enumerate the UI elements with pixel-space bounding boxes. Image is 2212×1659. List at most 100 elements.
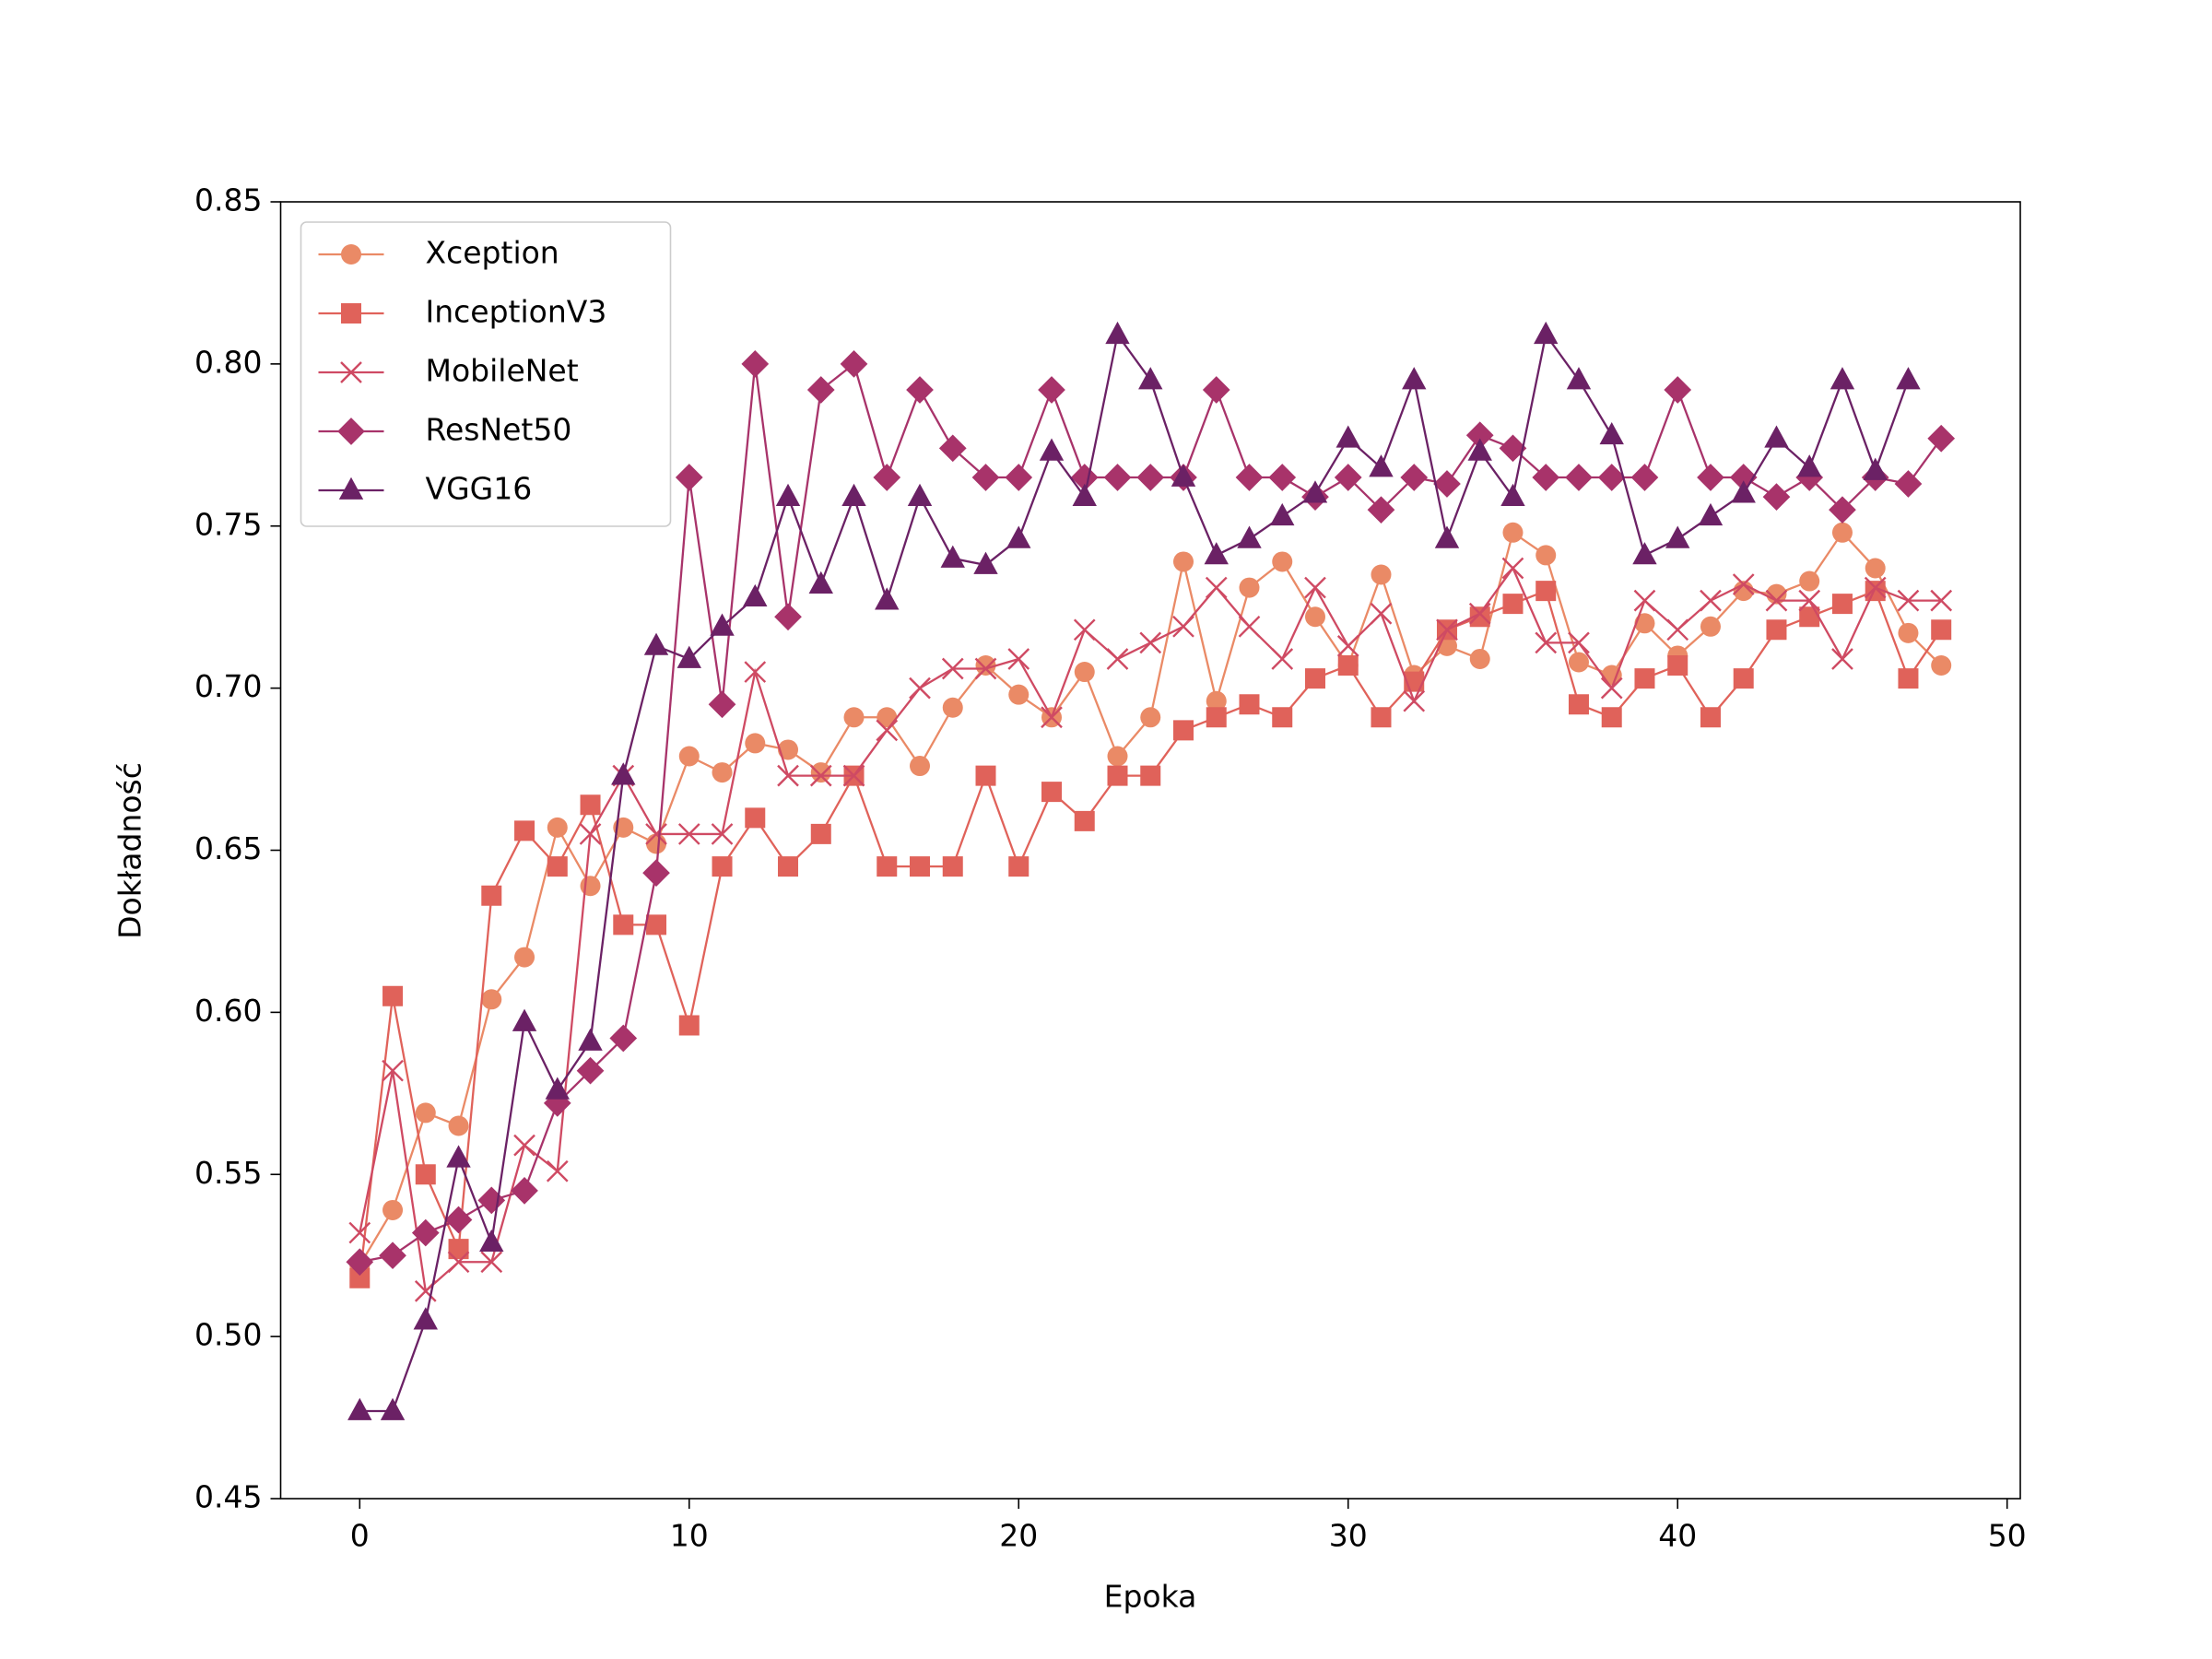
data-point bbox=[743, 583, 768, 607]
data-point bbox=[1799, 606, 1820, 628]
data-point bbox=[1336, 635, 1359, 657]
y-tick-label: 0.50 bbox=[194, 1317, 262, 1353]
data-point bbox=[1664, 376, 1692, 404]
data-point bbox=[774, 603, 802, 631]
data-point bbox=[678, 746, 700, 767]
data-point bbox=[971, 464, 1000, 491]
data-point bbox=[1074, 662, 1095, 683]
data-point bbox=[444, 1206, 473, 1234]
data-point bbox=[1206, 707, 1227, 728]
legend-label: ResNet50 bbox=[426, 412, 572, 448]
data-point bbox=[1465, 421, 1494, 450]
data-point bbox=[1237, 525, 1262, 548]
data-point bbox=[1138, 367, 1163, 390]
data-point bbox=[741, 350, 770, 378]
data-point bbox=[1403, 689, 1426, 712]
data-point bbox=[942, 697, 963, 718]
data-point bbox=[810, 762, 831, 783]
data-point bbox=[1568, 652, 1589, 673]
data-point bbox=[1304, 576, 1326, 599]
data-point bbox=[1532, 464, 1560, 491]
data-point bbox=[873, 464, 901, 491]
data-point bbox=[1931, 619, 1952, 641]
data-point bbox=[1302, 480, 1328, 503]
data-point bbox=[1205, 576, 1228, 599]
data-point bbox=[1700, 589, 1722, 612]
data-point bbox=[942, 856, 963, 877]
data-point bbox=[1501, 557, 1524, 580]
data-point bbox=[448, 1115, 469, 1136]
data-point bbox=[1140, 707, 1161, 728]
data-point bbox=[775, 483, 801, 506]
data-point bbox=[1371, 564, 1392, 585]
data-point bbox=[1238, 615, 1261, 638]
data-point bbox=[1038, 376, 1065, 404]
data-point bbox=[642, 859, 670, 887]
data-point bbox=[1006, 525, 1031, 548]
data-point bbox=[646, 914, 667, 935]
data-point bbox=[678, 1015, 700, 1036]
data-point bbox=[415, 1102, 436, 1124]
data-point bbox=[1008, 856, 1030, 877]
data-point bbox=[1864, 576, 1887, 599]
data-point bbox=[1304, 606, 1325, 628]
legend-marker bbox=[341, 244, 361, 265]
legend-marker bbox=[338, 477, 364, 500]
x-tick-label: 10 bbox=[670, 1518, 709, 1554]
data-point bbox=[1103, 464, 1132, 491]
y-tick-label: 0.75 bbox=[194, 506, 262, 542]
data-point bbox=[1106, 648, 1129, 670]
data-point bbox=[1896, 367, 1921, 390]
data-point bbox=[875, 587, 900, 610]
data-point bbox=[411, 1218, 440, 1247]
data-point bbox=[1863, 457, 1888, 480]
data-point bbox=[643, 632, 669, 655]
data-point bbox=[1797, 454, 1822, 477]
data-point bbox=[677, 645, 701, 668]
data-point bbox=[1700, 707, 1721, 728]
data-point bbox=[1865, 581, 1886, 602]
data-point bbox=[1830, 367, 1855, 390]
data-point bbox=[1271, 648, 1294, 670]
data-point bbox=[1041, 706, 1063, 729]
data-point bbox=[975, 765, 996, 786]
data-point bbox=[712, 762, 733, 783]
data-point bbox=[711, 823, 734, 845]
data-point bbox=[513, 1134, 535, 1157]
data-point bbox=[1070, 464, 1099, 491]
data-point bbox=[481, 989, 502, 1010]
data-point bbox=[613, 914, 634, 935]
data-point bbox=[1235, 464, 1264, 491]
data-point bbox=[1600, 677, 1623, 700]
data-point bbox=[413, 1307, 438, 1330]
data-point bbox=[744, 661, 767, 683]
data-point bbox=[1139, 631, 1162, 654]
data-point bbox=[910, 756, 931, 777]
x-tick-label: 30 bbox=[1329, 1518, 1368, 1554]
data-point bbox=[1632, 542, 1657, 565]
data-point bbox=[1534, 321, 1559, 345]
x-axis-label: Epoka bbox=[1104, 1579, 1197, 1615]
y-tick-label: 0.55 bbox=[194, 1155, 262, 1191]
data-point bbox=[1105, 321, 1130, 345]
data-point bbox=[1467, 438, 1492, 461]
data-point bbox=[1469, 648, 1490, 669]
x-tick-label: 40 bbox=[1658, 1518, 1697, 1554]
data-point bbox=[842, 764, 865, 787]
data-point bbox=[479, 1229, 504, 1253]
data-point bbox=[1798, 589, 1821, 612]
data-point bbox=[1239, 577, 1260, 598]
data-point bbox=[1400, 464, 1429, 491]
data-point bbox=[1700, 616, 1721, 637]
data-point bbox=[1831, 522, 1853, 543]
data-point bbox=[1568, 631, 1590, 654]
data-point bbox=[579, 823, 602, 845]
data-point bbox=[1764, 425, 1789, 448]
data-point bbox=[1829, 496, 1856, 524]
data-point bbox=[1597, 464, 1626, 491]
data-point bbox=[712, 856, 733, 877]
data-point bbox=[907, 483, 933, 506]
data-point bbox=[514, 820, 535, 841]
